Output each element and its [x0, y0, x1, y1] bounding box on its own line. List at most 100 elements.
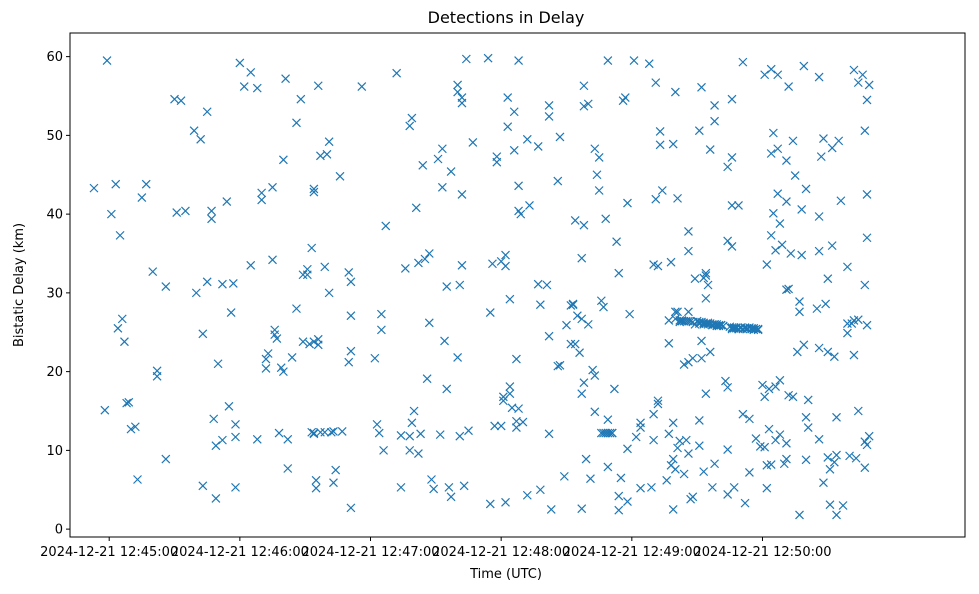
data-point	[858, 70, 868, 80]
data-point	[89, 183, 99, 193]
data-point	[842, 328, 852, 338]
data-point	[272, 334, 282, 343]
data-point	[568, 299, 578, 309]
data-point	[278, 367, 288, 377]
data-point	[503, 93, 513, 102]
data-point	[629, 56, 639, 65]
data-point	[838, 501, 848, 510]
data-point	[176, 96, 186, 106]
data-point	[501, 261, 510, 271]
data-point	[468, 138, 478, 147]
data-point	[723, 162, 733, 172]
data-point	[542, 280, 552, 290]
data-point	[614, 491, 624, 501]
data-point	[764, 384, 774, 394]
data-point	[862, 233, 872, 243]
data-point	[849, 350, 859, 360]
data-point	[721, 376, 730, 386]
data-point	[842, 319, 852, 329]
data-point	[760, 442, 770, 452]
data-point	[320, 262, 330, 272]
data-point	[424, 318, 434, 328]
data-point	[198, 481, 208, 491]
data-point	[281, 74, 291, 84]
data-point	[786, 249, 796, 258]
data-point	[662, 475, 672, 485]
data-point	[278, 155, 288, 165]
data-point	[346, 277, 356, 287]
y-axis: 0 10 20 30 40 50 60	[46, 50, 70, 538]
x-tick-label: 2024-12-21 12:50:00	[693, 545, 831, 560]
data-point	[546, 505, 556, 514]
data-point	[836, 196, 846, 206]
data-point	[161, 282, 171, 291]
data-point	[797, 250, 807, 260]
data-point	[723, 490, 733, 499]
data-point	[579, 220, 589, 230]
data-point	[437, 144, 447, 154]
data-point	[122, 398, 132, 408]
data-point	[379, 445, 389, 455]
data-point	[701, 271, 711, 280]
data-point	[457, 190, 467, 199]
data-point	[782, 454, 791, 464]
data-point	[316, 427, 325, 437]
data-point	[864, 431, 874, 441]
data-point	[102, 56, 112, 65]
data-point	[577, 389, 587, 399]
data-point	[614, 505, 624, 515]
data-point	[623, 198, 632, 208]
data-point	[723, 445, 733, 455]
data-point	[716, 320, 726, 330]
data-point	[862, 95, 872, 105]
data-point	[670, 464, 680, 474]
data-point	[649, 409, 659, 419]
x-axis-label: Time (UTC)	[469, 567, 542, 582]
data-point	[764, 424, 774, 434]
data-point	[106, 209, 116, 219]
data-point	[821, 299, 831, 309]
data-point	[771, 245, 780, 255]
data-point	[252, 434, 262, 444]
data-point	[514, 56, 524, 65]
data-point	[651, 194, 661, 204]
data-point	[516, 209, 526, 219]
data-point	[727, 241, 737, 251]
data-point	[594, 186, 604, 195]
data-point	[668, 505, 678, 514]
data-point	[577, 504, 587, 514]
data-point	[270, 325, 280, 335]
data-point	[346, 503, 356, 513]
data-point	[694, 416, 704, 425]
data-point	[849, 65, 859, 75]
data-point	[372, 419, 382, 429]
data-point	[268, 255, 277, 265]
data-point	[727, 94, 737, 104]
data-point	[553, 361, 563, 371]
data-point	[337, 427, 347, 436]
data-point	[455, 431, 465, 441]
data-point	[113, 323, 123, 333]
data-point	[501, 250, 510, 260]
data-point	[583, 99, 593, 109]
data-point	[418, 160, 428, 170]
data-point	[664, 316, 674, 325]
data-point	[799, 340, 809, 350]
data-point	[694, 441, 704, 451]
data-point	[829, 352, 839, 362]
data-point	[313, 340, 323, 350]
data-point	[309, 184, 319, 194]
y-axis-label: Bistatic Delay (km)	[12, 223, 27, 347]
data-point	[257, 195, 267, 205]
data-point	[623, 497, 632, 506]
data-point	[211, 441, 221, 451]
data-point	[416, 429, 426, 439]
data-point	[860, 126, 870, 136]
data-point	[649, 435, 659, 445]
data-point	[191, 288, 201, 298]
data-point	[823, 274, 833, 284]
y-tick-label: 60	[46, 50, 63, 65]
data-point	[442, 282, 452, 291]
data-point	[424, 249, 434, 258]
